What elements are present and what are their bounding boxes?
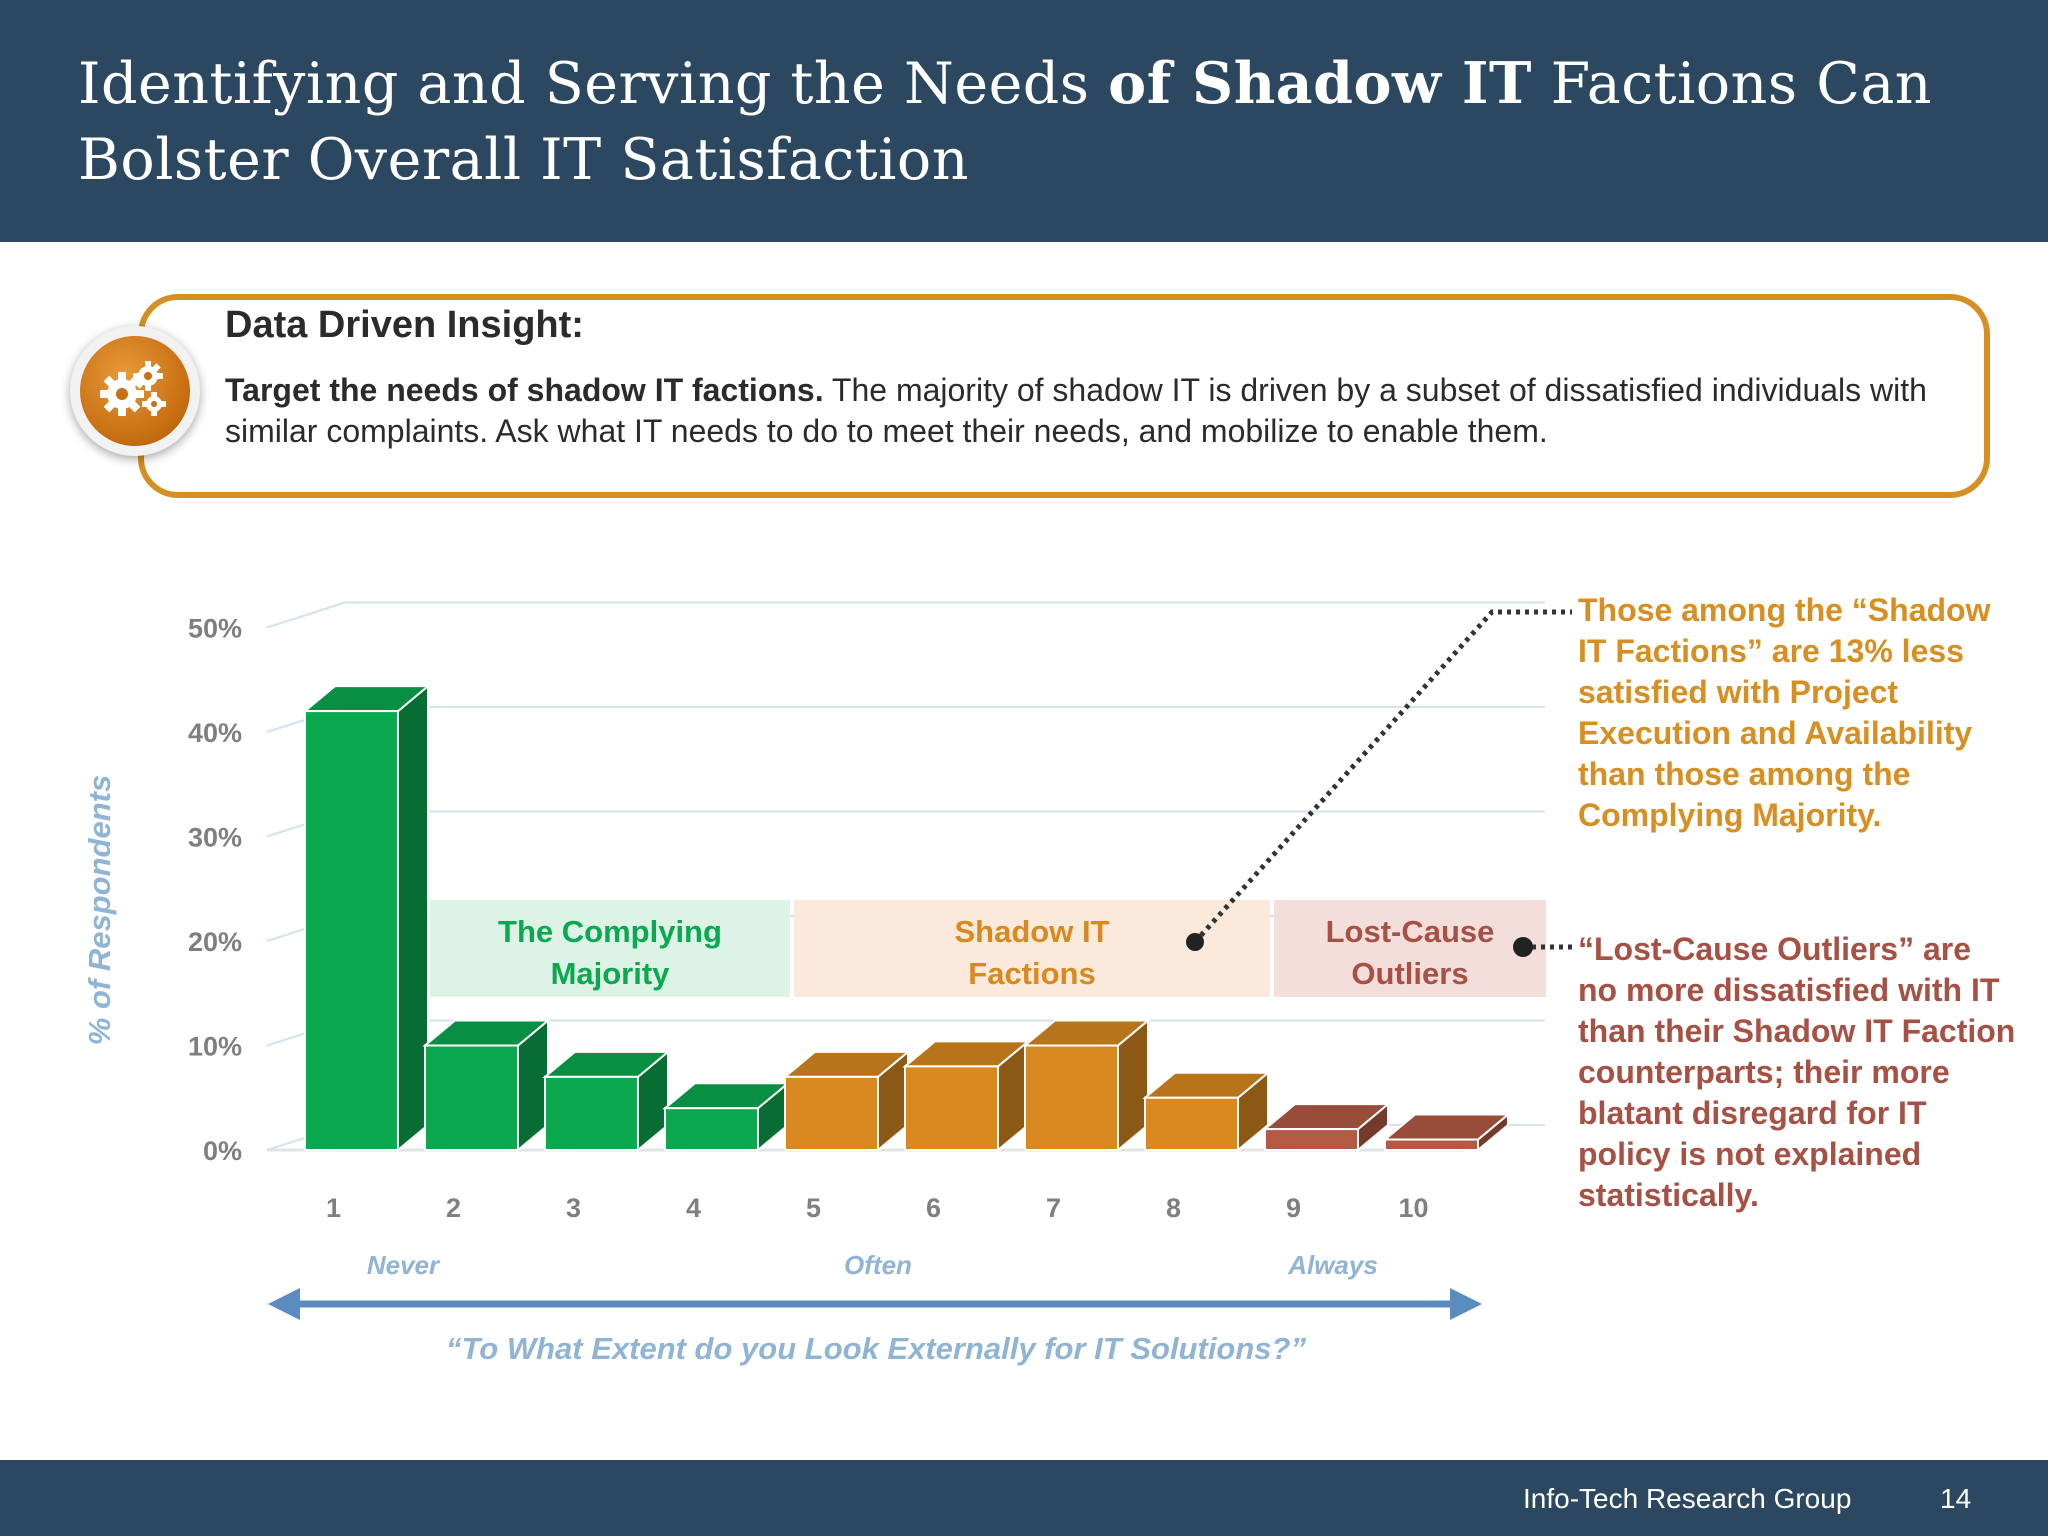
bar <box>302 683 431 1153</box>
bar <box>542 1049 671 1153</box>
bar-front <box>664 1107 759 1151</box>
bar-front <box>1144 1096 1239 1151</box>
footer-bar <box>0 1460 2048 1536</box>
bar <box>1142 1070 1271 1153</box>
x-axis-label: “To What Extent do you Look Externally f… <box>446 1331 1306 1366</box>
bar <box>1382 1112 1511 1153</box>
bar-chart: The Complying Majority Shadow IT Factions Lo… <box>82 601 1572 1366</box>
group-label: Shadow IT <box>955 914 1110 949</box>
bar <box>422 1018 551 1153</box>
x-tick-label: 9 <box>1286 1193 1301 1223</box>
bar-front <box>424 1044 519 1151</box>
bar <box>1022 1018 1151 1153</box>
x-tick-label: 3 <box>566 1193 581 1223</box>
group-label: Factions <box>968 956 1095 991</box>
y-tick-label: 20% <box>188 927 242 957</box>
y-tick-label: 40% <box>188 718 242 748</box>
callout-line-outliers <box>1513 937 1572 957</box>
y-tick-label: 0% <box>203 1136 242 1166</box>
bar-front <box>784 1075 879 1151</box>
group-label: The Complying <box>498 914 722 949</box>
scale-label-often: Often <box>844 1250 912 1280</box>
page-number: 14 <box>1940 1483 1972 1514</box>
x-tick-label: 8 <box>1166 1193 1181 1223</box>
bar-front <box>304 710 399 1151</box>
x-tick-label: 6 <box>926 1193 941 1223</box>
x-tick-label: 4 <box>686 1193 701 1223</box>
lost-cause-note: “Lost-Cause Outliers” are no more dissat… <box>1578 931 2016 1213</box>
shadow-factions-note: Those among the “Shadow IT Factions” are… <box>1578 592 1991 833</box>
bar-front <box>1024 1044 1119 1151</box>
scale-arrow <box>268 1288 1482 1320</box>
group-label: Lost-Cause <box>1326 914 1495 949</box>
callout-line-shadow <box>1186 609 1572 951</box>
x-tick-label: 2 <box>446 1193 461 1223</box>
x-tick-label: 10 <box>1398 1193 1428 1223</box>
bar <box>1262 1101 1391 1153</box>
x-tick-label: 7 <box>1046 1193 1061 1223</box>
scale-label-never: Never <box>367 1250 441 1280</box>
y-tick-label: 30% <box>188 823 242 853</box>
bar <box>662 1081 791 1153</box>
group-bands: The Complying Majority Shadow IT Factions Lo… <box>430 900 1546 997</box>
y-tick-labels: 0% 10% 20% 30% 40% 50% <box>188 614 242 1167</box>
x-tick-label: 1 <box>326 1193 341 1223</box>
bars <box>302 683 1511 1153</box>
footer-org: Info-Tech Research Group <box>1523 1483 1852 1514</box>
bar-side <box>397 683 429 1153</box>
bar-front <box>1264 1128 1359 1151</box>
group-band <box>430 900 790 997</box>
group-band <box>1274 900 1546 997</box>
grid-line <box>266 601 346 629</box>
scale-label-always: Always <box>1287 1250 1378 1280</box>
header-bar <box>0 0 2048 242</box>
y-tick-label: 10% <box>188 1032 242 1062</box>
bar <box>782 1049 911 1153</box>
insight-box <box>138 294 1990 498</box>
slide-title: Identifying and Serving the Needs of Sha… <box>78 50 1933 193</box>
gears-icon <box>70 326 200 456</box>
x-tick-label: 5 <box>806 1193 821 1223</box>
y-tick-label: 50% <box>188 614 242 644</box>
insight-heading: Data Driven Insight: <box>225 304 584 346</box>
y-axis-label: % of Respondents <box>82 775 117 1045</box>
bar-front <box>904 1065 999 1152</box>
group-label: Majority <box>551 956 671 991</box>
x-tick-labels: 1 2 3 4 5 6 7 8 9 10 <box>326 1193 1429 1223</box>
bar-front <box>1384 1138 1479 1152</box>
group-label: Outliers <box>1351 956 1468 991</box>
bar-front <box>544 1075 639 1151</box>
bar <box>902 1039 1031 1153</box>
insight-body: Target the needs of shadow IT factions. … <box>225 372 1927 449</box>
